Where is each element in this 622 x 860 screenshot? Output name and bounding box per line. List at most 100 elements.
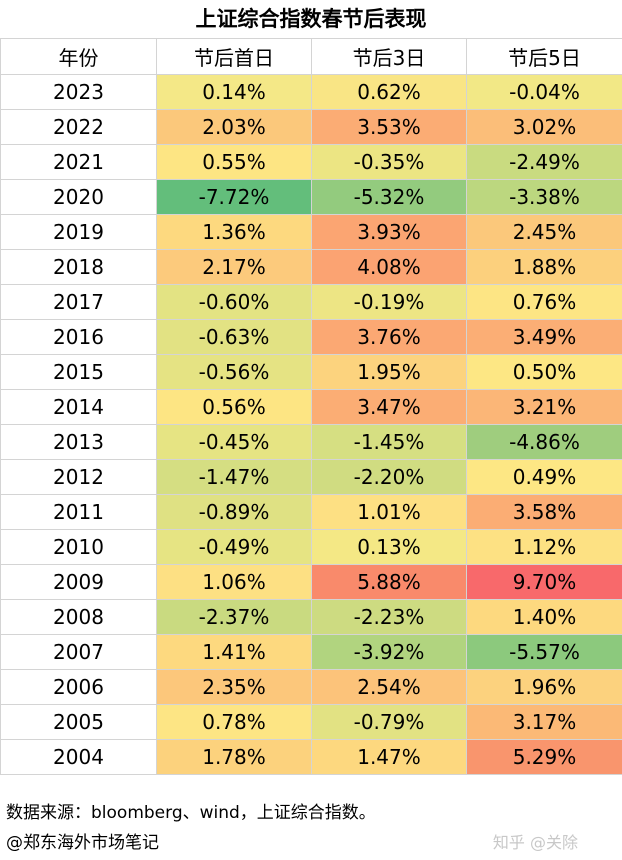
source-note: 数据来源：bloomberg、wind，上证综合指数。 (6, 803, 376, 823)
day5-cell: 0.49% (466, 459, 622, 495)
day3-cell: -2.20% (311, 459, 467, 495)
day5-cell: 2.45% (466, 214, 622, 250)
day3-cell: 5.88% (311, 564, 467, 600)
day5-cell: 5.29% (466, 739, 622, 775)
watermark: 知乎 @关除 (492, 833, 578, 852)
table-row: 2015 -0.56% 1.95% 0.50% (0, 354, 622, 390)
day1-cell: -1.47% (156, 459, 312, 495)
author-credit: @郑东海外市场笔记 (6, 833, 159, 853)
day5-cell: 3.58% (466, 494, 622, 530)
year-cell: 2007 (0, 634, 157, 670)
year-cell: 2014 (0, 389, 157, 425)
day3-cell: 1.47% (311, 739, 467, 775)
table-row: 2023 0.14% 0.62% -0.04% (0, 74, 622, 110)
day3-cell: -0.19% (311, 284, 467, 320)
year-cell: 2021 (0, 144, 157, 180)
day3-cell: 1.95% (311, 354, 467, 390)
table-row: 2020 -7.72% -5.32% -3.38% (0, 179, 622, 215)
table-row: 2021 0.55% -0.35% -2.49% (0, 144, 622, 180)
day1-cell: -0.56% (156, 354, 312, 390)
day5-cell: 3.49% (466, 319, 622, 355)
day1-cell: -2.37% (156, 599, 312, 635)
day5-cell: 0.50% (466, 354, 622, 390)
day3-cell: -5.32% (311, 179, 467, 215)
day5-cell: -5.57% (466, 634, 622, 670)
day5-cell: 3.17% (466, 704, 622, 740)
day5-cell: 1.12% (466, 529, 622, 565)
year-cell: 2004 (0, 739, 157, 775)
table-row: 2006 2.35% 2.54% 1.96% (0, 669, 622, 705)
day5-cell: 1.40% (466, 599, 622, 635)
day5-cell: -0.04% (466, 74, 622, 110)
table-row: 2014 0.56% 3.47% 3.21% (0, 389, 622, 425)
day5-cell: -2.49% (466, 144, 622, 180)
day1-cell: 1.06% (156, 564, 312, 600)
year-cell: 2009 (0, 564, 157, 600)
day1-cell: 1.78% (156, 739, 312, 775)
day3-cell: -2.23% (311, 599, 467, 635)
table-title: 上证综合指数春节后表现 (195, 7, 427, 31)
day1-cell: 2.35% (156, 669, 312, 705)
day3-cell: 3.53% (311, 109, 467, 145)
day5-cell: -3.38% (466, 179, 622, 215)
day3-cell: 0.62% (311, 74, 467, 110)
year-cell: 2018 (0, 249, 157, 285)
day1-cell: 0.56% (156, 389, 312, 425)
day1-cell: 2.03% (156, 109, 312, 145)
table-row: 2019 1.36% 3.93% 2.45% (0, 214, 622, 250)
day5-cell: 9.70% (466, 564, 622, 600)
day3-cell: 2.54% (311, 669, 467, 705)
header-day1: 节后首日 (156, 38, 312, 75)
header-day3: 节后3日 (311, 38, 467, 75)
day5-cell: -4.86% (466, 424, 622, 460)
table-body: 2023 0.14% 0.62% -0.04% 2022 2.03% 3.53% 3.02% 2… (0, 74, 622, 775)
year-cell: 2019 (0, 214, 157, 250)
year-cell: 2006 (0, 669, 157, 705)
year-cell: 2017 (0, 284, 157, 320)
day1-cell: -0.89% (156, 494, 312, 530)
day3-cell: -3.92% (311, 634, 467, 670)
data-table: 年份 节后首日 节后3日 节后5日 2023 0.14% 0.62% -0.04% 20… (0, 38, 622, 775)
table-row: 2022 2.03% 3.53% 3.02% (0, 109, 622, 145)
table-row: 2008 -2.37% -2.23% 1.40% (0, 599, 622, 635)
table-row: 2018 2.17% 4.08% 1.88% (0, 249, 622, 285)
year-cell: 2005 (0, 704, 157, 740)
day5-cell: 1.88% (466, 249, 622, 285)
day3-cell: -0.35% (311, 144, 467, 180)
day3-cell: 3.93% (311, 214, 467, 250)
year-cell: 2013 (0, 424, 157, 460)
day1-cell: 1.36% (156, 214, 312, 250)
day3-cell: 3.76% (311, 319, 467, 355)
table-row: 2013 -0.45% -1.45% -4.86% (0, 424, 622, 460)
day1-cell: 2.17% (156, 249, 312, 285)
day1-cell: -0.60% (156, 284, 312, 320)
day5-cell: 3.21% (466, 389, 622, 425)
table-row: 2004 1.78% 1.47% 5.29% (0, 739, 622, 775)
day1-cell: -7.72% (156, 179, 312, 215)
day1-cell: -0.45% (156, 424, 312, 460)
day1-cell: 0.55% (156, 144, 312, 180)
table-row: 2005 0.78% -0.79% 3.17% (0, 704, 622, 740)
day3-cell: 4.08% (311, 249, 467, 285)
year-cell: 2020 (0, 179, 157, 215)
year-cell: 2016 (0, 319, 157, 355)
table-row: 2011 -0.89% 1.01% 3.58% (0, 494, 622, 530)
day3-cell: 0.13% (311, 529, 467, 565)
table-row: 2016 -0.63% 3.76% 3.49% (0, 319, 622, 355)
day3-cell: 3.47% (311, 389, 467, 425)
table-row: 2012 -1.47% -2.20% 0.49% (0, 459, 622, 495)
day5-cell: 1.96% (466, 669, 622, 705)
day5-cell: 0.76% (466, 284, 622, 320)
day3-cell: 1.01% (311, 494, 467, 530)
table-row: 2017 -0.60% -0.19% 0.76% (0, 284, 622, 320)
table-row: 2010 -0.49% 0.13% 1.12% (0, 529, 622, 565)
header-day5: 节后5日 (466, 38, 622, 75)
table-row: 2009 1.06% 5.88% 9.70% (0, 564, 622, 600)
day5-cell: 3.02% (466, 109, 622, 145)
day3-cell: -1.45% (311, 424, 467, 460)
year-cell: 2023 (0, 74, 157, 110)
year-cell: 2011 (0, 494, 157, 530)
day1-cell: 0.14% (156, 74, 312, 110)
year-cell: 2022 (0, 109, 157, 145)
day3-cell: -0.79% (311, 704, 467, 740)
